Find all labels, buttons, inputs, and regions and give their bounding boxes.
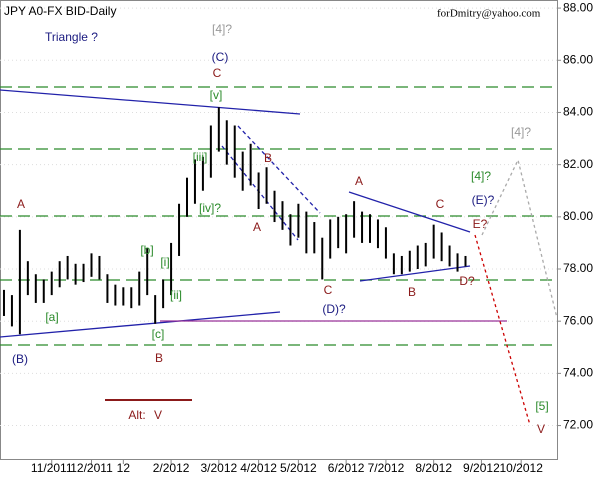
trend-line xyxy=(348,191,471,233)
annotation: (C) xyxy=(212,50,229,64)
x-tick-label: 4/2012 xyxy=(240,461,277,475)
trend-line xyxy=(359,265,471,282)
x-tick-label: 10/2012 xyxy=(499,461,543,475)
annotation: [a] xyxy=(45,310,58,324)
annotation: V xyxy=(537,422,545,436)
annotation: B xyxy=(264,151,272,165)
forecast-path xyxy=(474,234,531,426)
trend-lines xyxy=(0,89,471,338)
annotation: B xyxy=(155,351,163,365)
annotation: [5] xyxy=(535,399,548,413)
x-tick-label: 7/2012 xyxy=(368,461,405,475)
price-bars xyxy=(2,107,467,335)
annotation: B xyxy=(408,285,416,299)
y-tick-label: 72.00 xyxy=(563,418,593,432)
author: forDmitry@yahoo.com xyxy=(437,8,541,20)
annotation: [iv]? xyxy=(199,201,221,215)
trend-line xyxy=(0,311,281,338)
annotation: [iii] xyxy=(193,150,208,164)
trend-line xyxy=(221,145,299,241)
annotation: E? xyxy=(473,217,488,231)
x-tick-label: 5/2012 xyxy=(280,461,317,475)
annotation: (B) xyxy=(12,352,28,366)
level-lines xyxy=(0,86,557,346)
x-tick-label: 12 xyxy=(117,461,131,475)
annotation: [i] xyxy=(160,255,169,269)
x-tick-label: 9/2012 xyxy=(463,461,500,475)
annotation: [ii] xyxy=(170,288,182,302)
annotation: [b] xyxy=(140,243,153,257)
x-tick-label: 2/2012 xyxy=(153,461,190,475)
annotation: A xyxy=(355,174,363,188)
x-tick-label: 6/2012 xyxy=(328,461,365,475)
annotation: Alt: xyxy=(128,408,145,422)
y-tick-label: 74.00 xyxy=(563,366,593,380)
annotation: [v] xyxy=(210,88,223,102)
x-tick-label: 8/2012 xyxy=(415,461,452,475)
x-tick-label: 11/2011 xyxy=(31,461,73,475)
annotation: [4]? xyxy=(471,169,491,183)
x-tick-label: 12/2011 xyxy=(70,461,113,475)
annotation: V xyxy=(154,408,162,422)
y-tick-label: 82.00 xyxy=(563,157,593,171)
annotation: [c] xyxy=(152,327,165,341)
y-tick-label: 80.00 xyxy=(563,209,593,223)
y-tick-label: 88.00 xyxy=(563,0,593,14)
x-tick-label: 3/2012 xyxy=(200,461,237,475)
annotation: (D)? xyxy=(322,302,346,316)
annotation: A xyxy=(253,220,261,234)
annotation: Triangle ? xyxy=(45,30,98,44)
annotation: (E)? xyxy=(472,193,495,207)
y-tick-label: 78.00 xyxy=(563,261,593,275)
annotation: C xyxy=(324,283,333,297)
annotation: [4]? xyxy=(511,125,531,139)
trend-line xyxy=(237,125,321,214)
chart-title: JPY A0-FX BID-Daily xyxy=(4,4,116,18)
annotation: A xyxy=(17,197,25,211)
trend-line xyxy=(0,89,301,115)
annotation: [4]? xyxy=(212,22,232,36)
annotation: D? xyxy=(459,274,475,288)
annotations: Triangle ? [4]? (C) C [v] B A [iii] [iv]? [b] [i] [… xyxy=(12,22,549,436)
annotation: C xyxy=(213,66,222,80)
y-tick-label: 84.00 xyxy=(563,105,593,119)
annotation: C xyxy=(436,197,445,211)
y-tick-label: 86.00 xyxy=(563,52,593,66)
y-tick-label: 76.00 xyxy=(563,313,593,327)
